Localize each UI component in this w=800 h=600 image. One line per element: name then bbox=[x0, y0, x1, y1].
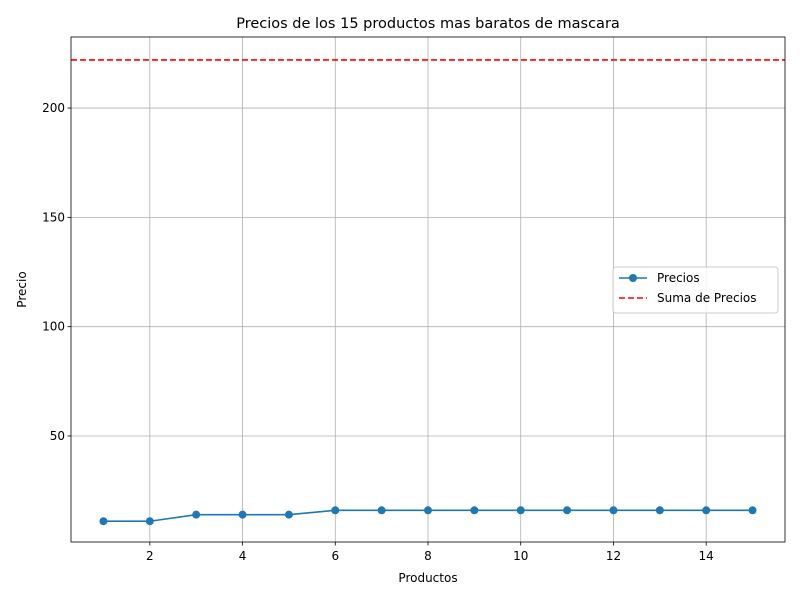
x-axis-label: Productos bbox=[398, 571, 457, 585]
x-axis-ticks: 2 4 6 8 10 12 14 bbox=[146, 542, 714, 563]
series-layer bbox=[99, 506, 757, 526]
data-point bbox=[748, 506, 757, 515]
data-point bbox=[377, 506, 386, 515]
data-point bbox=[516, 506, 525, 515]
x-tick-label: 6 bbox=[331, 549, 339, 563]
x-tick-label: 8 bbox=[424, 549, 432, 563]
x-tick-label: 10 bbox=[513, 549, 528, 563]
x-tick-label: 4 bbox=[239, 549, 247, 563]
data-point bbox=[331, 506, 340, 515]
x-tick-label: 12 bbox=[606, 549, 621, 563]
data-point bbox=[145, 517, 154, 526]
legend-box bbox=[612, 266, 779, 314]
data-point bbox=[284, 510, 293, 519]
data-point bbox=[609, 506, 618, 515]
chart-title: Precios de los 15 productos mas baratos … bbox=[236, 16, 620, 32]
y-tick-label: 200 bbox=[42, 101, 65, 115]
y-axis-ticks: 50 100 150 200 bbox=[42, 101, 71, 443]
data-point bbox=[470, 506, 479, 515]
y-tick-label: 50 bbox=[50, 429, 65, 443]
data-point bbox=[99, 517, 108, 526]
legend-marker-precios-dot bbox=[629, 274, 637, 282]
x-tick-label: 2 bbox=[146, 549, 154, 563]
y-tick-label: 100 bbox=[42, 320, 65, 334]
legend-label-suma-de-precios: Suma de Precios bbox=[657, 291, 757, 305]
legend: Precios Suma de Precios bbox=[612, 266, 779, 314]
data-point bbox=[655, 506, 664, 515]
data-point bbox=[702, 506, 711, 515]
x-tick-label: 14 bbox=[699, 549, 714, 563]
y-axis-label: Precio bbox=[15, 271, 29, 307]
legend-label-precios: Precios bbox=[657, 271, 700, 285]
data-point bbox=[238, 510, 247, 519]
data-point bbox=[192, 510, 201, 519]
y-tick-label: 150 bbox=[42, 210, 65, 224]
data-point bbox=[563, 506, 572, 515]
data-point bbox=[424, 506, 432, 515]
